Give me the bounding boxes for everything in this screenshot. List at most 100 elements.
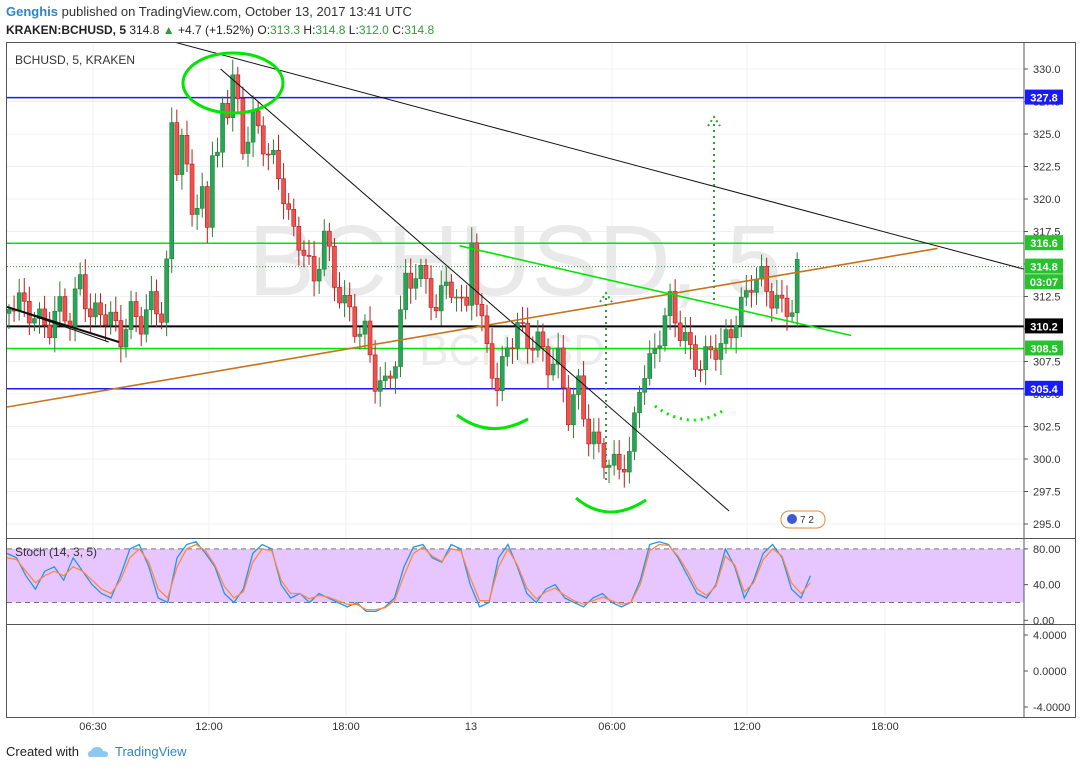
candle-body xyxy=(321,230,327,270)
y-tick-label: 322.5 xyxy=(1033,162,1061,174)
candle-body xyxy=(220,102,225,153)
candle-body xyxy=(388,375,393,379)
close-value: 314.8 xyxy=(404,23,435,37)
lower-tick-label: 0.0000 xyxy=(1033,666,1067,678)
price-label-box xyxy=(1025,340,1063,356)
candle-body xyxy=(276,150,281,179)
author-name[interactable]: Genghis xyxy=(6,4,59,19)
ohlc-line: KRAKEN:BCHUSD, 5 314.8 ▲ +4.7 (+1.52%) O… xyxy=(6,23,434,37)
candle-body xyxy=(306,255,312,257)
candle-body xyxy=(591,431,597,445)
candle-body xyxy=(16,292,22,312)
published-text: published on TradingView.com, October 13… xyxy=(61,4,412,19)
stoch-title: Stoch (14, 3, 5) xyxy=(15,545,98,559)
candle-body xyxy=(596,431,602,444)
candle-body xyxy=(754,278,759,293)
x-tick-label: 13 xyxy=(465,721,477,733)
candle-body xyxy=(352,306,358,337)
candle-body xyxy=(47,324,52,338)
candle-body xyxy=(98,302,103,316)
price-label-box xyxy=(1025,89,1063,105)
candle-body xyxy=(428,278,434,308)
candle-body xyxy=(713,349,719,360)
events-badge[interactable]: 7 2 xyxy=(780,510,826,529)
candle-body xyxy=(698,369,703,371)
candle-body xyxy=(362,320,368,335)
candle-body xyxy=(77,274,83,290)
candle-body xyxy=(367,320,373,356)
candle-body xyxy=(174,122,180,175)
lower-tick-label: -4.0000 xyxy=(1033,702,1070,714)
watermark-main: BCHUSD, 5 xyxy=(248,205,781,317)
y-tick-label: 325.0 xyxy=(1033,129,1061,141)
candle-body xyxy=(611,453,617,466)
candle-body xyxy=(382,375,388,381)
candle-body xyxy=(225,102,230,119)
target-arrow-head xyxy=(707,115,721,127)
candle-body xyxy=(143,309,149,335)
candle-body xyxy=(535,331,541,351)
candle-body xyxy=(550,363,556,376)
candle-body xyxy=(652,348,658,354)
candle-body xyxy=(571,394,576,426)
candle-body xyxy=(169,122,175,260)
candle-body xyxy=(342,295,347,304)
price-label: 03:07 xyxy=(1030,277,1058,289)
price-label: 316.6 xyxy=(1030,238,1058,250)
candle-body xyxy=(627,451,632,473)
x-tick-label: 06:30 xyxy=(79,721,107,733)
price-label-box xyxy=(1025,235,1063,251)
candle-body xyxy=(235,74,241,100)
price-label: 327.8 xyxy=(1030,93,1058,105)
candle-body xyxy=(632,412,637,452)
candle-body xyxy=(103,314,108,326)
flag-icon xyxy=(787,514,797,524)
candle-body xyxy=(291,208,297,227)
change-value: +4.7 (+1.52%) xyxy=(177,23,255,37)
candle-body xyxy=(469,242,475,306)
shoulder-arc-right xyxy=(654,404,725,422)
candle-body xyxy=(683,332,688,341)
candle-body xyxy=(347,295,352,308)
chart-frame[interactable] xyxy=(6,42,1076,718)
candle-body xyxy=(398,309,403,367)
candle-body xyxy=(688,332,693,345)
candle-body xyxy=(474,242,480,305)
y-tick-label: 330.0 xyxy=(1033,64,1061,76)
trendline-bold xyxy=(7,305,120,343)
candle-body xyxy=(138,316,144,335)
head-arc xyxy=(575,496,647,514)
candle-body xyxy=(21,292,27,302)
candle-body xyxy=(296,226,302,251)
price-label: 314.8 xyxy=(1030,262,1058,274)
candle-body xyxy=(357,333,363,337)
created-with: Created with xyxy=(6,744,79,759)
candle-body xyxy=(413,278,419,289)
candle-body xyxy=(662,315,668,347)
footer: Created with TradingView xyxy=(6,744,187,759)
trendline xyxy=(7,247,938,408)
candle-body xyxy=(703,346,708,370)
candle-body xyxy=(179,135,185,175)
stoch-layer xyxy=(7,541,1024,613)
x-tick-label: 12:00 xyxy=(195,721,223,733)
candle-body xyxy=(566,387,571,426)
open-value: 313.3 xyxy=(270,23,301,37)
candle-body xyxy=(57,296,63,312)
candle-body xyxy=(255,110,261,127)
candle-body xyxy=(744,290,749,298)
candle-body xyxy=(189,163,195,215)
candle-body xyxy=(489,343,495,379)
candle-body xyxy=(545,346,551,376)
high-label: H: xyxy=(303,23,316,37)
tradingview-link[interactable]: TradingView xyxy=(114,744,187,759)
change-arrow-icon: ▲ xyxy=(162,23,175,37)
stoch-tick-label: 80.00 xyxy=(1033,544,1061,556)
shoulder-arc-left xyxy=(456,413,529,431)
candle-body xyxy=(718,343,724,360)
stoch-tick-label: 0.00 xyxy=(1033,615,1054,627)
low-label: L: xyxy=(348,23,359,37)
y-tick-label: 302.5 xyxy=(1033,422,1061,434)
candle-body xyxy=(515,322,520,349)
